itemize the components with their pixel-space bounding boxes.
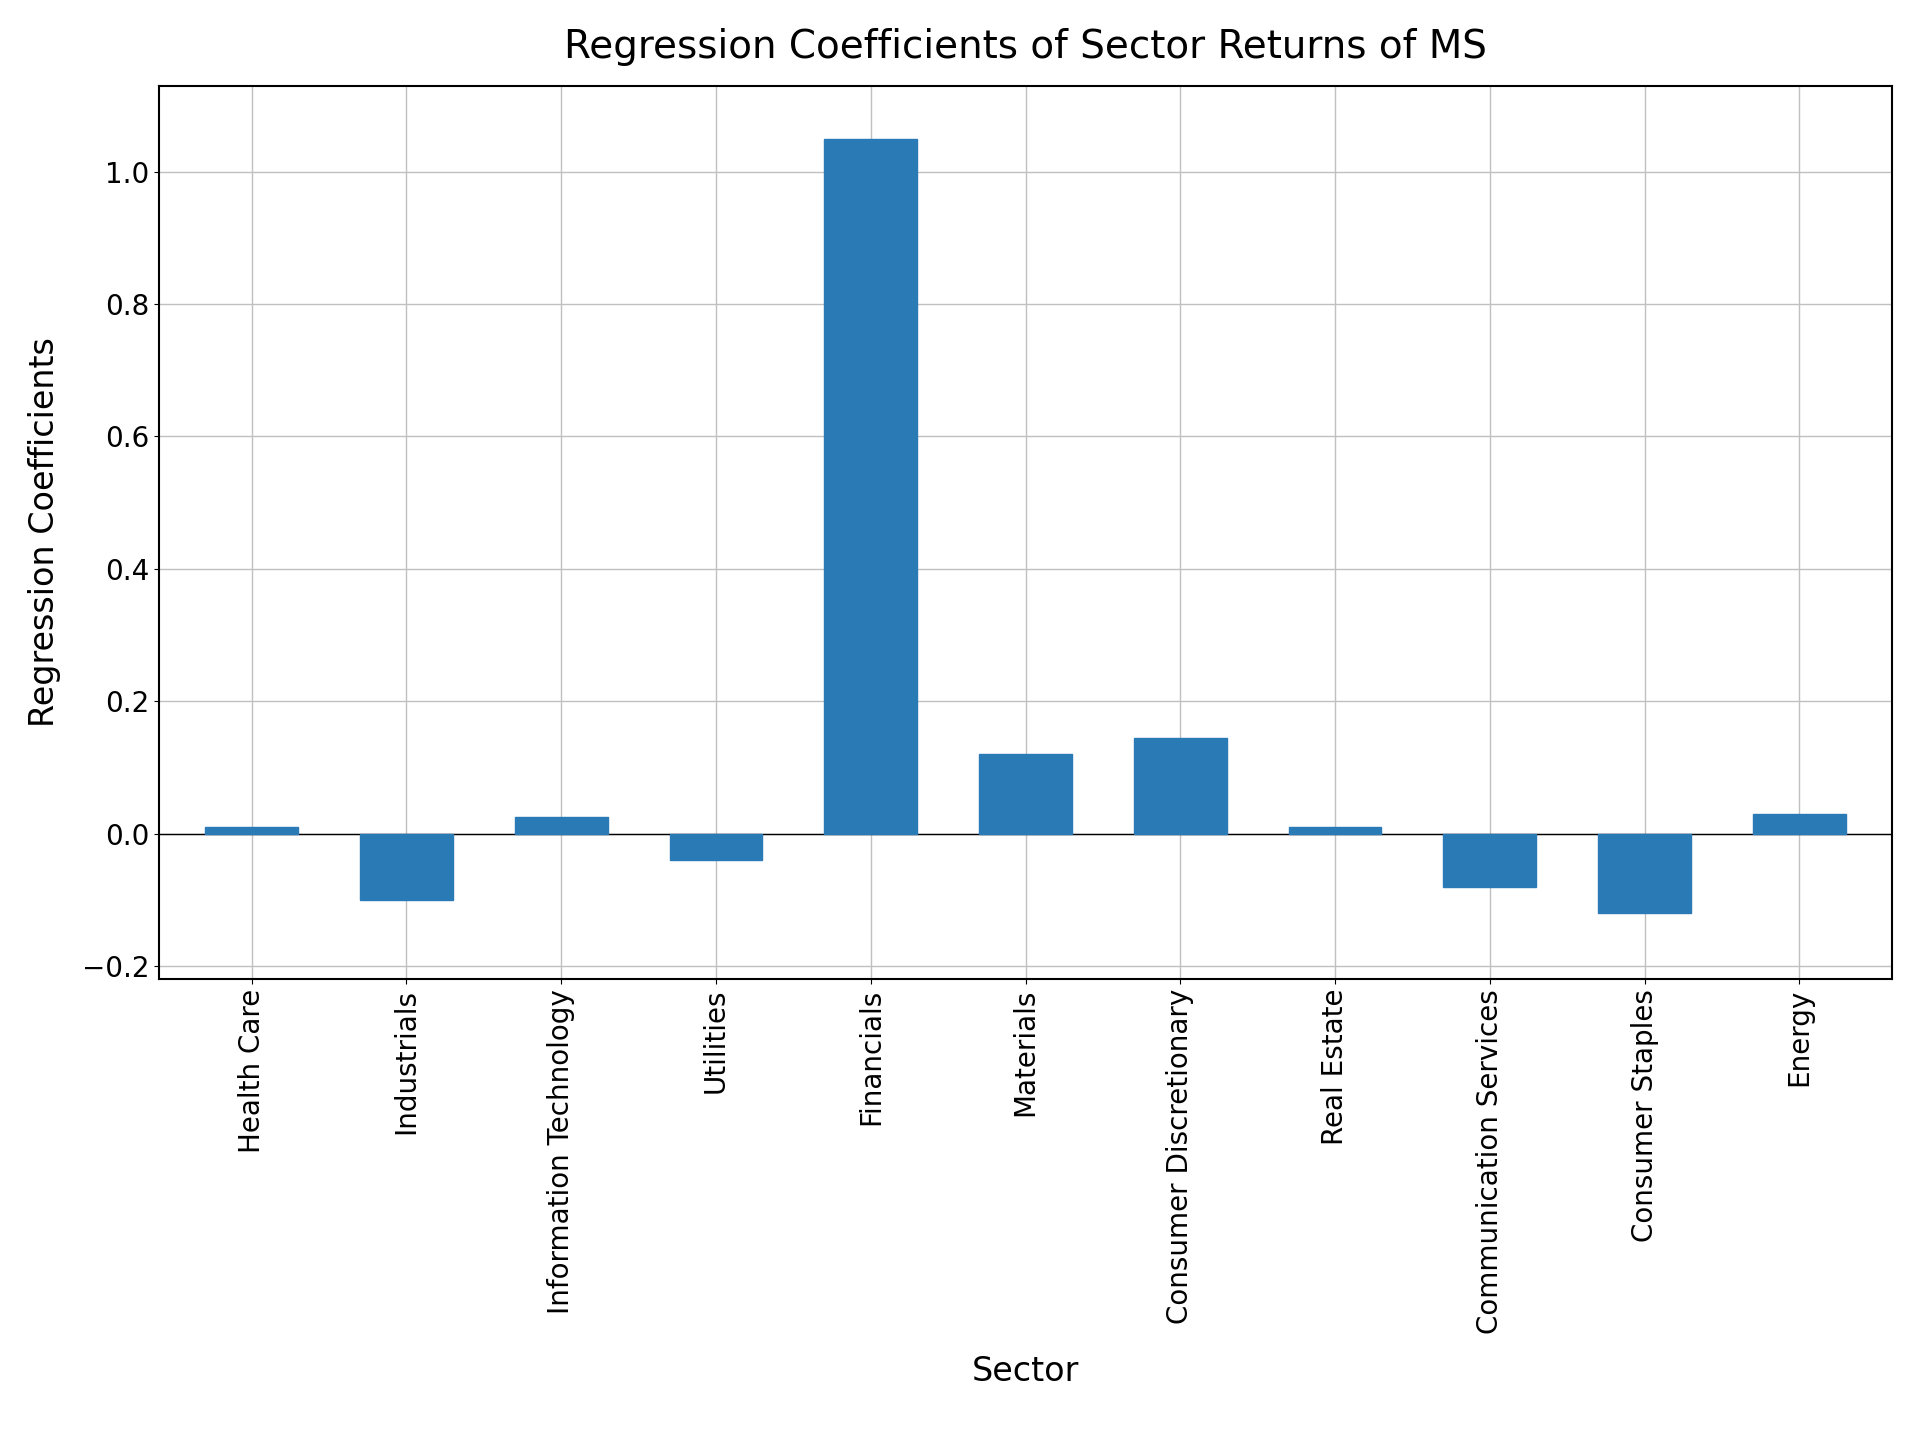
Bar [205,827,298,834]
Bar [515,816,607,834]
X-axis label: Sector: Sector [972,1355,1079,1388]
Bar [1444,834,1536,887]
Y-axis label: Regression Coefficients: Regression Coefficients [27,337,61,727]
Bar [1597,834,1692,913]
Bar [1753,814,1845,834]
Bar [1288,827,1382,834]
Bar [824,138,918,834]
Bar [1135,737,1227,834]
Bar [979,755,1071,834]
Bar [670,834,762,860]
Title: Regression Coefficients of Sector Returns of MS: Regression Coefficients of Sector Return… [564,27,1486,66]
Bar [361,834,453,900]
